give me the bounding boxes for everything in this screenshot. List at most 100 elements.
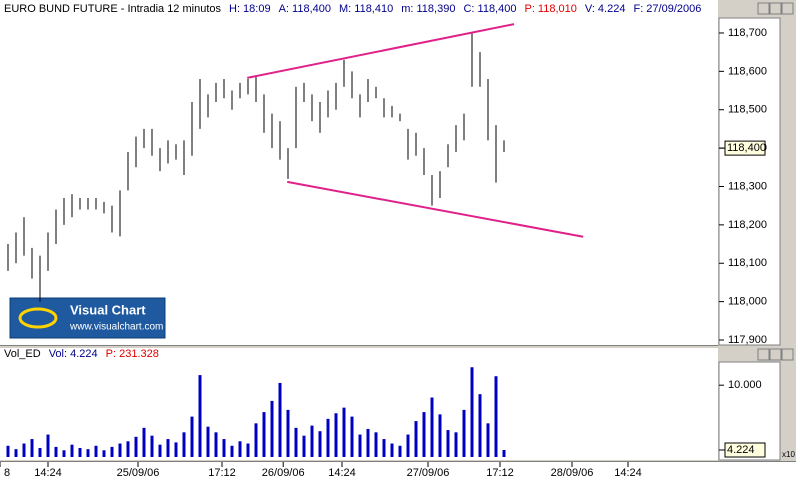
- volume-bar: [22, 443, 26, 457]
- last-value-label: 4.224: [727, 444, 755, 456]
- stat: V: 4.224: [585, 3, 626, 15]
- volume-bar: [374, 432, 378, 457]
- volume-bar: [54, 446, 58, 457]
- volume-bar: [214, 432, 218, 457]
- stat: P: 118,010: [524, 3, 576, 15]
- logo-box: [9, 297, 166, 339]
- volume-bar: [38, 448, 42, 457]
- volume-bar: [262, 412, 266, 457]
- volume-bar: [246, 443, 250, 457]
- min-button[interactable]: [757, 2, 770, 15]
- volume-bar: [382, 439, 386, 457]
- volume-bar: [166, 439, 170, 457]
- x-tick-label: 26/09/06: [262, 467, 305, 479]
- window-buttons[interactable]: [757, 2, 794, 361]
- logo-icon: [18, 307, 58, 329]
- volume-bar: [78, 448, 82, 457]
- time-axis: [0, 462, 796, 481]
- trend-line: [287, 180, 584, 238]
- volume-bar: [414, 421, 418, 457]
- x-tick-label: 17:12: [208, 467, 236, 479]
- volume-bar: [390, 443, 394, 457]
- max-button[interactable]: [769, 348, 782, 361]
- scale-note: x10: [782, 450, 795, 459]
- y-tick-label: 118,200: [728, 219, 767, 231]
- volume-bar: [190, 416, 194, 457]
- x-tick-label: 8: [4, 467, 10, 479]
- volume-bar: [118, 443, 122, 457]
- price-panel: [0, 0, 718, 345]
- volume-title: Vol_ED: [4, 348, 41, 360]
- volume-bar: [438, 414, 442, 457]
- stat: M: 118,410: [339, 3, 393, 15]
- y-tick-label: 117,900: [728, 334, 767, 346]
- x-tick-label: 14:24: [614, 467, 642, 479]
- volume-bar: [14, 449, 18, 457]
- volume-bar: [102, 450, 106, 457]
- volume-bar: [86, 449, 90, 457]
- volume-bar: [398, 445, 402, 457]
- volume-bar: [182, 432, 186, 457]
- volume-bar: [110, 446, 114, 457]
- logo-name: Visual Chart: [70, 302, 146, 317]
- stat: m: 118,390: [401, 3, 455, 15]
- close-button[interactable]: [781, 348, 794, 361]
- y-tick-label: 118,600: [728, 65, 767, 77]
- volume-bar: [358, 434, 362, 457]
- volume-bar: [350, 416, 354, 457]
- volume-bar: [406, 434, 410, 457]
- volume-bar: [470, 367, 474, 457]
- volume-bar: [318, 431, 322, 457]
- price-axis: [718, 17, 781, 346]
- y-tick-label: 10.000: [728, 379, 762, 391]
- x-tick-label: 17:12: [486, 467, 514, 479]
- volume-bar: [326, 418, 330, 457]
- volume-bar: [494, 376, 498, 457]
- volume-bar: [270, 400, 274, 457]
- close-button[interactable]: [781, 2, 794, 15]
- volume-bar: [70, 444, 74, 457]
- volume-bar: [62, 450, 66, 457]
- volume-bar: [478, 394, 482, 457]
- x-tick-label: 28/09/06: [551, 467, 594, 479]
- volume-bar: [254, 423, 258, 457]
- volume-bar: [198, 375, 202, 457]
- stat: F: 27/09/2006: [633, 3, 701, 15]
- volume-bar: [302, 435, 306, 457]
- trend-line: [247, 23, 515, 79]
- volume-bar: [46, 434, 50, 457]
- stat: Vol: 4.224: [49, 348, 98, 360]
- volume-bar: [206, 426, 210, 457]
- y-tick-label: 118,700: [728, 27, 767, 39]
- max-button[interactable]: [769, 2, 782, 15]
- min-button[interactable]: [757, 348, 770, 361]
- x-tick-label: 14:24: [328, 467, 356, 479]
- volume-bar: [430, 397, 434, 457]
- stat: C: 118,400: [463, 3, 516, 15]
- volume-bar: [462, 409, 466, 457]
- volume-bar: [454, 432, 458, 457]
- volume-bar: [502, 449, 506, 457]
- volume-bar: [342, 407, 346, 457]
- logo-url: www.visualchart.com: [69, 322, 163, 333]
- volume-bar: [278, 382, 282, 457]
- stat: P: 231.328: [106, 348, 159, 360]
- x-tick-label: 27/09/06: [407, 467, 450, 479]
- volume-bar: [30, 439, 34, 457]
- volume-bar: [238, 441, 242, 457]
- y-tick-label: 118,500: [728, 104, 767, 116]
- stat: A: 118,400: [279, 3, 331, 15]
- volume-bar: [486, 423, 490, 457]
- volume-bar: [310, 425, 314, 457]
- y-tick-label: 118,000: [728, 296, 767, 308]
- volume-bar: [150, 435, 154, 457]
- volume-bar: [366, 428, 370, 457]
- volume-bar: [142, 427, 146, 457]
- y-tick-label: 118,300: [728, 180, 767, 192]
- volume-bar: [446, 430, 450, 457]
- volume-bar: [158, 444, 162, 457]
- x-tick-label: 14:24: [34, 467, 62, 479]
- volume-bar: [422, 412, 426, 457]
